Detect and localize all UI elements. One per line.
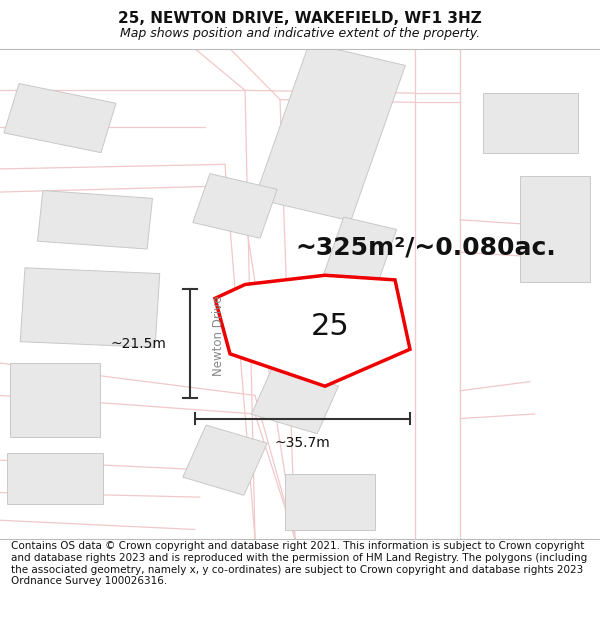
Text: 25: 25 [311,312,349,341]
Bar [193,174,277,238]
Text: ~35.7m: ~35.7m [275,436,331,450]
Bar [10,363,100,437]
Bar [254,43,406,221]
Text: Map shows position and indicative extent of the property.: Map shows position and indicative extent… [120,27,480,40]
Bar [520,176,590,282]
Bar [37,191,152,249]
Text: Newton Drive: Newton Drive [212,295,224,376]
Text: 25, NEWTON DRIVE, WAKEFIELD, WF1 3HZ: 25, NEWTON DRIVE, WAKEFIELD, WF1 3HZ [118,11,482,26]
Bar [285,474,375,529]
Polygon shape [215,275,410,386]
Bar [482,92,577,152]
Bar [4,84,116,152]
Text: ~325m²/~0.080ac.: ~325m²/~0.080ac. [295,236,556,259]
Bar [183,425,267,495]
Bar [7,453,103,504]
Bar [251,366,338,434]
Text: ~21.5m: ~21.5m [110,337,166,351]
Bar [323,217,397,288]
Bar [20,268,160,348]
Text: Contains OS data © Crown copyright and database right 2021. This information is : Contains OS data © Crown copyright and d… [11,541,587,586]
